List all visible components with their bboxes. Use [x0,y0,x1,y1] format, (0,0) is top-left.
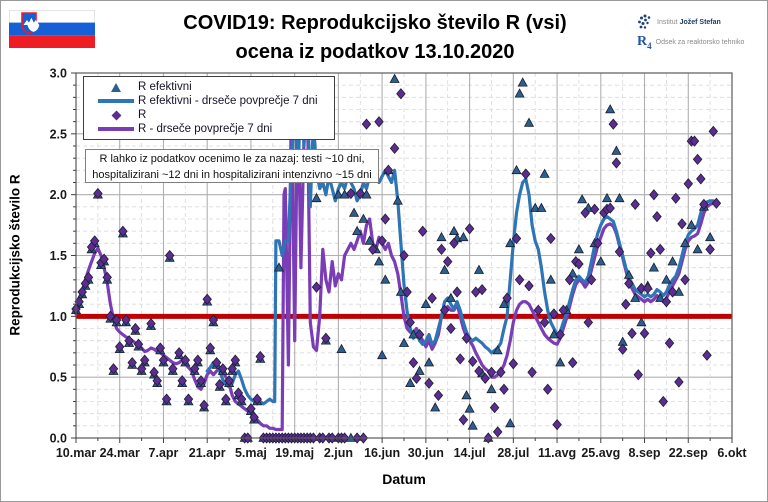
annotation-line-1: R lahko iz podatkov ocenimo le za nazaj:… [99,153,365,165]
legend-item-r-ma7: R - drseče povprečje 7 dni [94,122,334,136]
page-title: COVID19: Reprodukcijsko število R (vsi) … [113,9,637,67]
legend-label: R efektivni [138,81,192,93]
x-tick-label: 19.maj [275,446,314,460]
x-tick-label: 24.mar [100,446,140,460]
axis-ticks-and-labels: 10.mar 24.mar 7.apr 21.apr 5.maj 19.maj 2.jun 1… [50,67,748,461]
y-tick-label: 1.0 [50,310,67,324]
ijs-text-light: Institut [657,18,678,26]
x-tick-label: 14.jul [454,446,486,460]
ijs-text-bold: Jožef Stefan [679,18,721,26]
ijs-logo-text: Institut Jožef Stefan [657,19,721,26]
x-tick-label: 5.maj [235,446,267,460]
title-line-2: ocena iz podatkov 13.10.2020 [235,41,515,63]
x-tick-label: 30.jun [408,446,444,460]
x-tick-label: 8.sep [629,446,661,460]
y-tick-label: 2.5 [50,127,67,141]
legend-label: R [138,109,147,121]
slovenia-coat-of-arms [21,12,40,34]
y-tick-label: 2.0 [50,188,67,202]
x-tick-label: 16.jun [364,446,400,460]
title-line-1: COVID19: Reprodukcijsko število R (vsi) [183,12,567,34]
chart-legend: R efektivni R efektivni - drseče povpreč… [83,76,335,140]
scatter-diamonds [71,88,722,444]
y-tick-label: 1.5 [50,249,67,263]
x-tick-label: 21.apr [189,446,226,460]
y-tick-label: 3.0 [50,67,67,81]
x-tick-label: 11.avg [538,446,576,460]
logo-block: Institut Jožef Stefan R4 Odsek za reakto… [637,14,761,56]
r4-logo-row: R4 Odsek za reaktorsko tehniko [637,35,761,51]
x-tick-label: 6.okt [717,446,747,460]
series-layer [70,73,722,444]
y-axis-title: Reprodukcijsko število R [7,174,23,336]
diamond-marker-icon [111,110,121,120]
ijs-logo-row: Institut Jožef Stefan [637,14,761,30]
blue-line-marker-icon [98,99,134,103]
lag-annotation-box: R lahko iz podatkov ocenimo le za nazaj:… [85,149,379,183]
x-tick-label: 22.sep [669,446,708,460]
ijs-dots-icon [638,14,651,29]
legend-item-r: R [94,108,334,122]
y-tick-label: 0.5 [50,371,67,385]
x-tick-label: 25.avg [581,446,620,460]
legend-item-r-efektivni-ma7: R efektivni - drseče povprečje 7 dni [94,94,334,108]
legend-label: R efektivni - drseče povprečje 7 dni [138,95,318,107]
slovenia-flag-image [9,10,95,48]
r4-icon: R4 [637,34,652,51]
triangle-marker-icon [111,82,121,92]
purple-line-marker-icon [98,127,134,131]
r4-logo-text: Odsek za reaktorsko tehniko [655,39,745,47]
x-tick-label: 28.jul [497,446,529,460]
legend-item-r-efektivni: R efektivni [94,80,334,94]
x-axis-title: Datum [382,471,426,487]
y-tick-label: 0.0 [50,432,67,446]
x-tick-label: 10.mar [56,446,96,460]
x-tick-label: 2.jun [324,446,353,460]
legend-label: R - drseče povprečje 7 dni [138,123,273,135]
x-tick-label: 7.apr [149,446,179,460]
annotation-line-2: hospitalizirani ~12 dni in hospitalizira… [92,169,372,181]
